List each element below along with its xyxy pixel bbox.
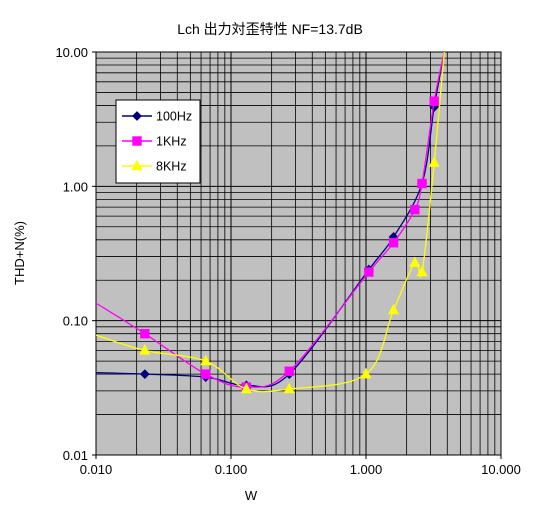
series-1KHz [96,52,445,392]
data-point-8KHz [416,265,428,277]
x-tick-label: 0.100 [215,462,248,477]
y-tick-label: 0.01 [63,448,88,463]
data-point-1KHz [429,96,439,106]
series-layer [96,52,445,394]
legend-marker [132,111,142,121]
legend-label: 100Hz [156,110,192,124]
data-point-8KHz [283,382,295,394]
data-point-1KHz [417,178,427,189]
data-point-8KHz [388,303,400,315]
series-line-8KHz [96,52,445,393]
data-point-8KHz [139,344,151,355]
legend: 100Hz 1KHz 8KHz [115,99,201,184]
data-point-1KHz [140,328,150,339]
data-point-1KHz [388,238,399,248]
y-axis-label: THD+N(%) [12,221,27,285]
legend-entry-1KHz: 1KHz [122,135,187,149]
y-tick-label: 10.00 [55,45,88,60]
x-tick-label: 0.010 [80,462,113,477]
y-tick-label: 0.10 [63,314,88,329]
legend-marker [132,136,142,146]
data-point-8KHz [240,382,252,394]
x-tick-label: 10.000 [481,462,521,477]
data-point-8KHz [200,354,212,366]
x-axis-label: W [245,488,258,503]
chart-title: Lch 出力対歪特性 NF=13.7dB [177,21,363,37]
legend-label: 1KHz [156,135,187,149]
x-tick-label: 1.000 [350,462,383,477]
data-point-8KHz [360,367,372,379]
plot-border [95,51,502,456]
series-8KHz [96,52,445,394]
tick-labels: 0.010 0.100 1.000 10.000 0.01 0.10 1.00 10.00 [55,45,520,477]
data-point-8KHz [428,156,440,167]
data-point-100Hz [139,369,150,380]
y-tick-label: 1.00 [63,179,88,194]
data-point-1KHz [201,369,211,379]
legend-marker [131,159,143,171]
data-point-1KHz [364,267,374,277]
legend-label: 8KHz [156,160,187,174]
legend-entry-100Hz: 100Hz [122,110,192,124]
data-point-1KHz [410,204,420,215]
data-point-8KHz [409,256,421,267]
data-point-1KHz [284,366,294,376]
legend-entry-8KHz: 8KHz [122,160,187,174]
